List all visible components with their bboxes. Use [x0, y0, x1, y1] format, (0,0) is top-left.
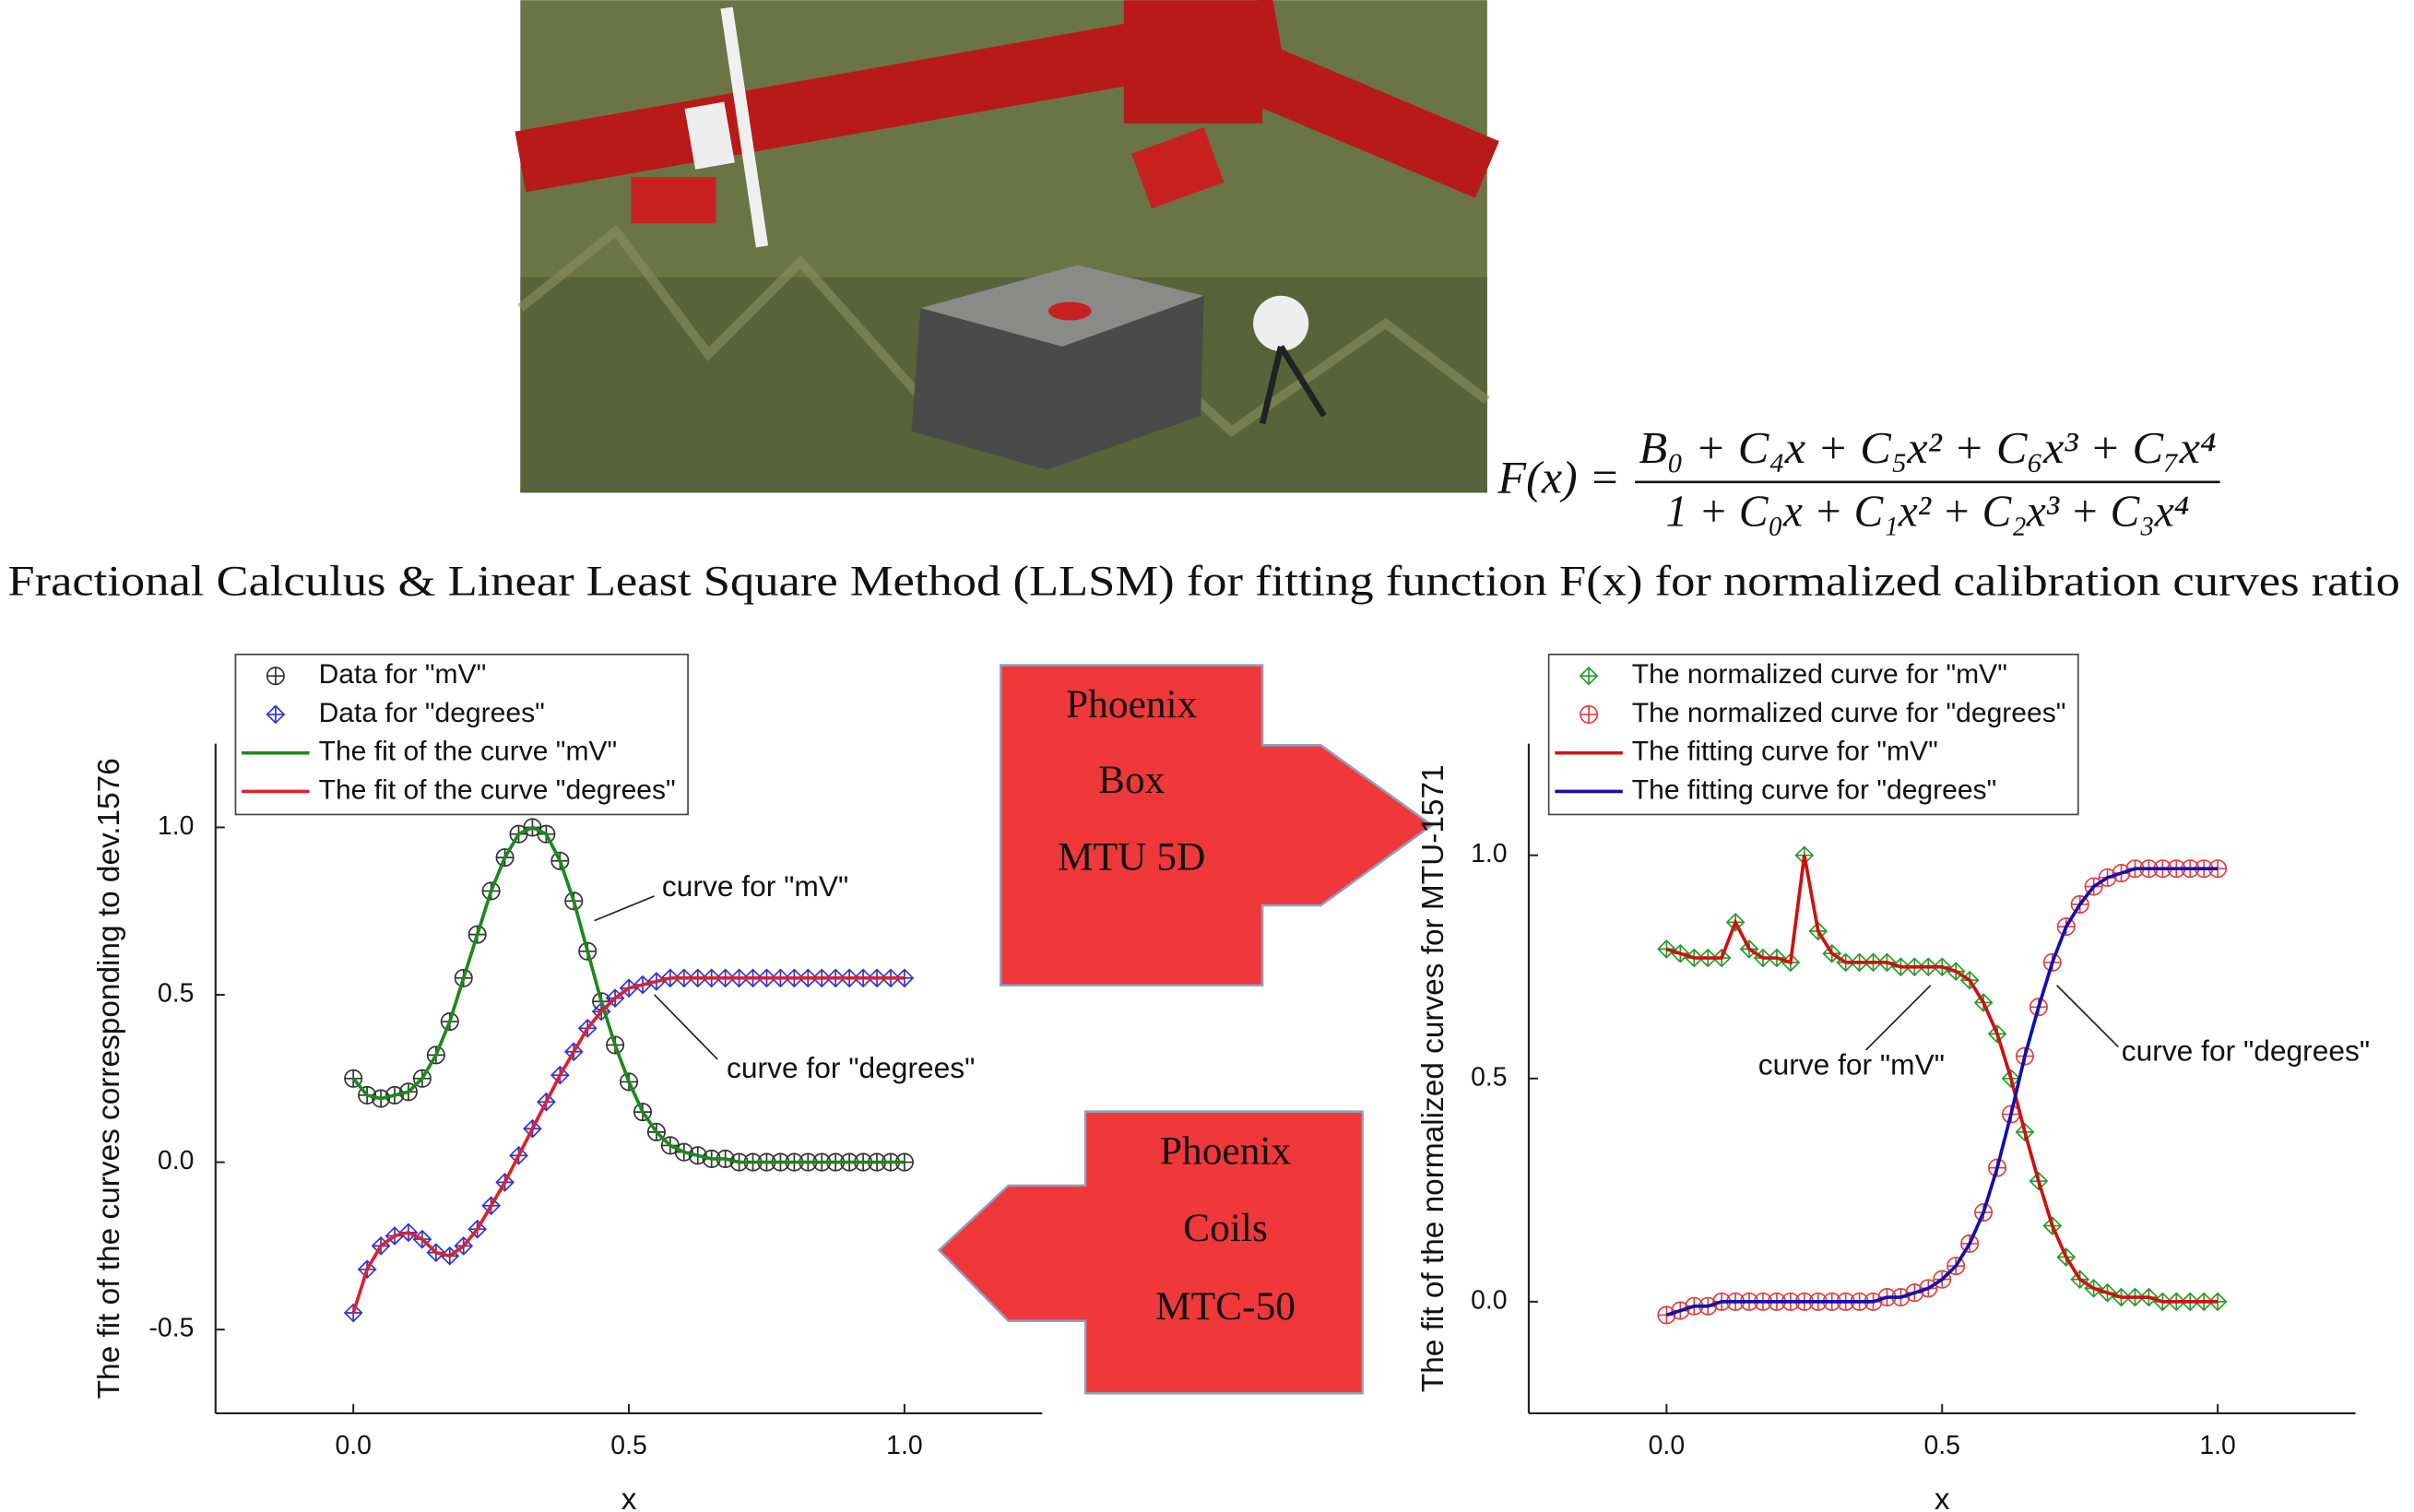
annotation-leader: [594, 895, 655, 922]
formula-numerator: B₀ + C₄x + C₅x² + C₆x³ + C₇x⁴: [1639, 424, 2216, 473]
annotation-leader: [1865, 985, 1932, 1051]
legend-box: [234, 653, 689, 816]
arrow-label: Box: [1098, 758, 1166, 802]
chart: -0.5 0.0 0.5 1.0 0.0 0.5 1.0 x The fit of the cu…: [92, 653, 1043, 1512]
fit-line: [1665, 855, 2219, 1304]
x-tick-label: 0.0: [1649, 1431, 1685, 1460]
legend-label: The fitting curve for "mV": [1632, 737, 1938, 767]
annotation-leader: [2056, 985, 2120, 1048]
legend-label: The normalized curve for "mV": [1632, 659, 2007, 690]
annotation: curve for "degrees": [727, 1051, 975, 1084]
y-axis-label: The fit of the curves corresponding to d…: [92, 758, 126, 1399]
formula-denominator: 1 + C₀x + C₁x² + C₂x³ + C₃x⁴: [1666, 488, 2190, 537]
y-tick-label: 1.0: [1471, 839, 1507, 868]
y-tick-label: -0.5: [148, 1314, 194, 1343]
x-axis-label: x: [621, 1482, 637, 1512]
x-tick-label: 1.0: [886, 1431, 922, 1460]
x-tick-label: 1.0: [2199, 1431, 2235, 1460]
legend-label: Data for "degrees": [319, 698, 545, 728]
fit-line: [351, 976, 905, 1314]
x-tick-label: 0.5: [1924, 1431, 1960, 1460]
arrow-label: MTC-50: [1155, 1284, 1296, 1329]
y-tick-label: 0.0: [1471, 1285, 1507, 1315]
arrow-left: Phoenix Coils MTC-50: [937, 1110, 1364, 1395]
arrow-label: Phoenix: [1160, 1128, 1292, 1173]
annotation: curve for "degrees": [2122, 1034, 2370, 1068]
data-point: [343, 1303, 363, 1323]
annotation: curve for "mV": [1758, 1048, 1945, 1081]
y-axis-label: The fit of the normalized curves for MTU…: [1416, 764, 1450, 1392]
annotation: curve for "mV": [662, 869, 848, 903]
arrow-label: Phoenix: [1066, 682, 1198, 726]
formula-lhs: F(x) =: [1497, 451, 1620, 502]
legend-label: The fit of the curve "mV": [319, 737, 618, 767]
y-tick-label: 0.5: [158, 979, 194, 1009]
y-tick-label: 0.0: [158, 1146, 194, 1175]
data-point: [1657, 939, 1676, 959]
legend-marker: [266, 667, 285, 686]
legend-label: The fitting curve for "degrees": [1632, 774, 1996, 805]
arrow-label: Coils: [1183, 1206, 1268, 1250]
fit-line: [351, 825, 905, 1164]
legend: Data for "mV" Data for "degrees" The fit o…: [234, 653, 689, 816]
legend-label: Data for "mV": [319, 659, 487, 690]
fit-line: [1665, 867, 2219, 1317]
annotation-leader: [654, 994, 718, 1060]
x-axis-label: x: [1935, 1482, 1950, 1512]
legend-label: The fit of the curve "degrees": [319, 774, 676, 805]
formula: F(x) = B₀ + C₄x + C₅x² + C₆x³ + C₇x⁴ 1 +…: [1497, 424, 2220, 537]
arrow-right: Phoenix Box MTU 5D: [1000, 664, 1434, 987]
field-photo: [515, 0, 1499, 493]
legend-marker: [1579, 666, 1599, 686]
figure-title: Fractional Calculus & Linear Least Squar…: [7, 557, 2400, 605]
y-tick-label: 0.5: [1471, 1062, 1507, 1092]
y-tick-label: 1.0: [158, 811, 194, 841]
legend: The normalized curve for "mV" The normali…: [1547, 653, 2079, 816]
legend-marker: [266, 704, 286, 725]
legend-box: [1547, 653, 2079, 816]
chart: 0.0 0.5 1.0 0.0 0.5 1.0 x The fit of the normal…: [1416, 653, 2370, 1512]
x-tick-label: 0.0: [335, 1431, 371, 1460]
legend-label: The normalized curve for "degrees": [1632, 698, 2066, 728]
legend-marker: [1580, 704, 1599, 724]
x-tick-label: 0.5: [610, 1431, 646, 1460]
arrow-label: MTU 5D: [1058, 835, 1205, 880]
